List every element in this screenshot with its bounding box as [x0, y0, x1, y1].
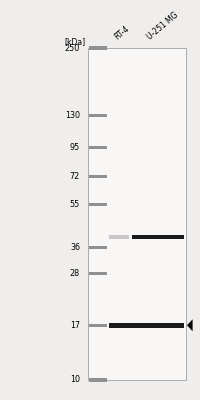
Bar	[89, 146, 107, 150]
Bar	[89, 114, 107, 117]
Bar	[89, 175, 107, 178]
Text: 17: 17	[70, 321, 80, 330]
Bar	[89, 324, 107, 327]
Text: 10: 10	[70, 376, 80, 384]
Bar	[89, 246, 107, 250]
Bar	[109, 235, 129, 239]
Text: RT-4: RT-4	[113, 24, 132, 42]
Text: 55: 55	[70, 200, 80, 209]
Polygon shape	[187, 319, 193, 331]
Bar	[132, 235, 184, 239]
Bar	[89, 378, 107, 382]
Text: 250: 250	[65, 44, 80, 52]
Text: 36: 36	[70, 243, 80, 252]
Text: 28: 28	[70, 269, 80, 278]
Text: U-251 MG: U-251 MG	[145, 11, 180, 42]
Bar	[109, 323, 184, 328]
Text: 130: 130	[65, 111, 80, 120]
Bar	[89, 46, 107, 50]
Text: 95: 95	[70, 143, 80, 152]
Text: 72: 72	[70, 172, 80, 181]
Bar	[89, 202, 107, 206]
Text: [kDa]: [kDa]	[64, 37, 85, 46]
Bar	[88, 48, 186, 380]
Bar	[89, 272, 107, 276]
